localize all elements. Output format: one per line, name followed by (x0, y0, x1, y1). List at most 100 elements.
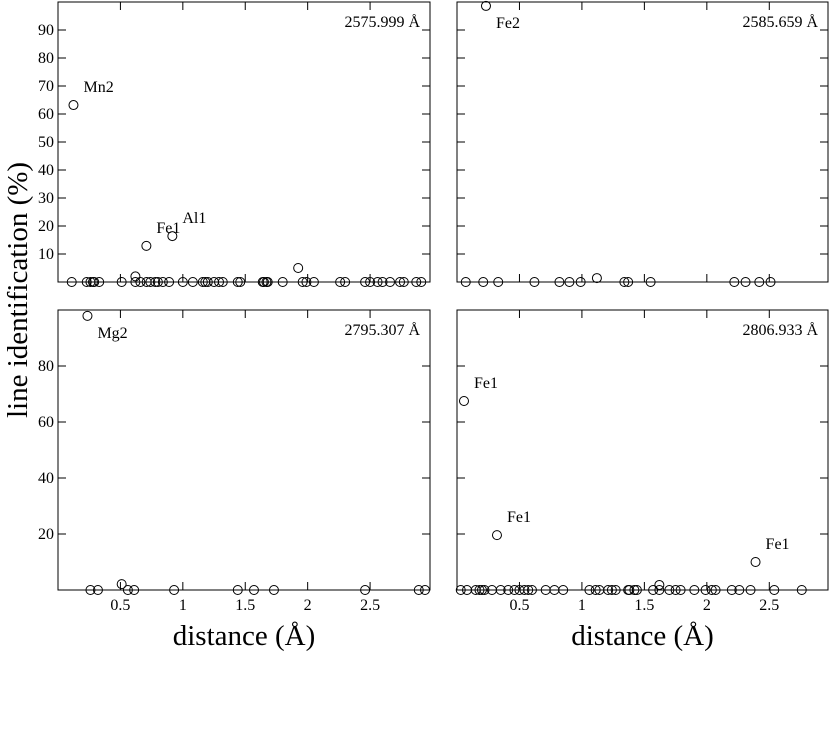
data-point (675, 585, 686, 595)
data-point (416, 277, 427, 287)
data-point (584, 585, 595, 595)
data-point (81, 277, 92, 287)
data-point (377, 277, 388, 287)
data-point (293, 263, 304, 273)
y-tick-label: 40 (38, 162, 54, 179)
data-point (360, 277, 371, 287)
data-point (479, 585, 490, 595)
data-point (145, 277, 156, 287)
line-label: Fe1 (474, 375, 498, 392)
data-point (610, 585, 621, 595)
data-point (177, 277, 188, 287)
data-point (197, 277, 208, 287)
data-point (214, 277, 225, 287)
data-point (135, 277, 146, 287)
data-point (116, 579, 127, 590)
data-point (455, 585, 466, 595)
data-point (82, 310, 93, 321)
y-tick-label: 90 (38, 22, 54, 39)
data-point (631, 585, 642, 595)
data-point (262, 277, 273, 287)
data-point (308, 277, 319, 287)
x-tick-label: 2 (703, 597, 711, 614)
x-axis-label: distance (Å) (173, 620, 316, 652)
data-point (152, 277, 163, 287)
plot-frame (57, 309, 431, 591)
data-point (398, 277, 409, 287)
data-point (335, 277, 346, 287)
data-point (164, 277, 175, 287)
data-point (519, 585, 530, 595)
x-tick-label: 0.5 (509, 597, 529, 614)
line-label: Fe1 (156, 220, 180, 237)
data-point (575, 277, 586, 287)
data-point (648, 585, 659, 595)
line-label: Mg2 (97, 325, 127, 342)
data-point (129, 585, 140, 595)
data-point (360, 585, 371, 595)
data-point (232, 585, 243, 595)
data-point (66, 277, 77, 287)
data-point (623, 277, 634, 287)
y-tick-label: 80 (38, 50, 54, 67)
y-tick-label: 20 (38, 526, 54, 543)
y-tick-label: 30 (38, 190, 54, 207)
data-point (116, 277, 127, 287)
data-point (495, 585, 506, 595)
data-point (670, 585, 681, 595)
data-point (130, 271, 141, 282)
data-point (385, 277, 396, 287)
y-tick-label: 20 (38, 218, 54, 235)
y-tick-label: 40 (38, 470, 54, 487)
data-point (130, 277, 141, 287)
data-point (491, 530, 502, 541)
data-point (217, 277, 228, 287)
data-point (710, 585, 721, 595)
x-tick-label: 1.5 (235, 597, 255, 614)
y-tick-label: 10 (38, 246, 54, 263)
plot-frame (456, 309, 829, 591)
data-point (558, 585, 569, 595)
data-point (493, 277, 504, 287)
line-label: Fe2 (496, 15, 520, 32)
x-tick-label: 1 (578, 597, 586, 614)
data-point (664, 585, 675, 595)
data-point (624, 585, 635, 595)
data-point (706, 585, 717, 595)
x-tick-label: 2.5 (360, 597, 380, 614)
data-point (167, 231, 178, 242)
data-point (629, 585, 640, 595)
data-point (89, 277, 100, 287)
x-tick-label: 1.5 (634, 597, 654, 614)
data-point (458, 396, 469, 406)
data-point (94, 277, 105, 287)
data-point (297, 277, 308, 287)
panel-wavelength: 2806.933 Å (742, 321, 818, 339)
data-point (603, 585, 614, 595)
data-point (645, 277, 656, 287)
panel-wavelength: 2795.307 Å (344, 321, 420, 339)
x-axis-label: distance (Å) (571, 620, 714, 652)
data-point (474, 585, 485, 595)
data-point (745, 585, 756, 595)
data-point (529, 277, 540, 287)
data-point (460, 277, 471, 287)
data-point (85, 585, 96, 595)
data-point (654, 585, 665, 595)
data-point (480, 0, 491, 11)
line-label: Mn2 (83, 79, 113, 96)
data-point (301, 277, 312, 287)
x-tick-label: 2.5 (759, 597, 779, 614)
data-point (340, 277, 351, 287)
data-point (187, 277, 198, 287)
y-tick-label: 50 (38, 134, 54, 151)
data-point (734, 585, 745, 595)
data-point (122, 585, 133, 595)
data-point (157, 277, 168, 287)
data-point (689, 585, 700, 595)
data-point (509, 585, 520, 595)
data-point (769, 585, 780, 595)
data-point (503, 585, 514, 595)
data-point (150, 277, 161, 287)
